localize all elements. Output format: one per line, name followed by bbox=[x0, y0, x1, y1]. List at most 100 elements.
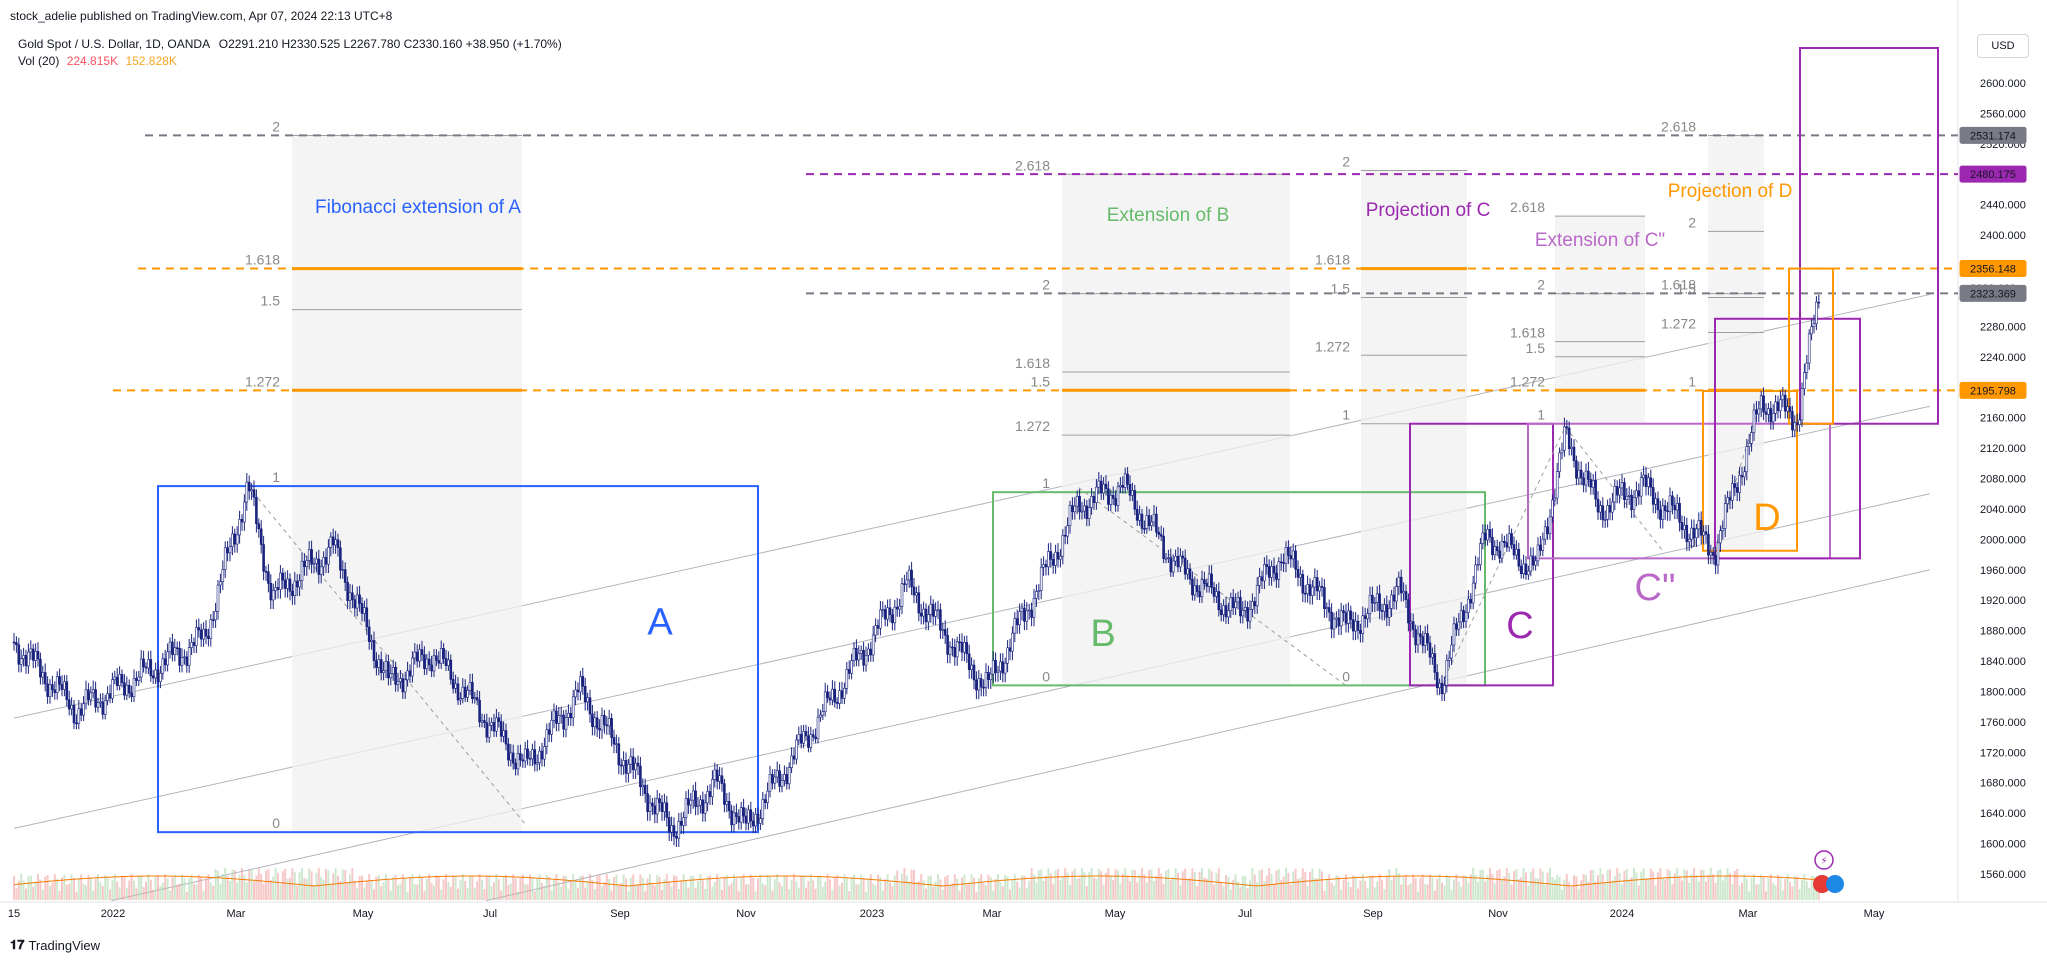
candle-body bbox=[915, 592, 918, 596]
candle-body bbox=[1176, 555, 1180, 568]
y-tick-label: 1560.000 bbox=[1980, 869, 2026, 881]
candle-body bbox=[547, 729, 551, 735]
volume-bar bbox=[61, 877, 63, 900]
candle-body bbox=[641, 784, 645, 788]
volume-bar bbox=[917, 880, 920, 900]
volume-bar bbox=[1409, 883, 1412, 900]
volume-bar bbox=[838, 885, 841, 900]
candle-body bbox=[346, 582, 349, 601]
candle-body bbox=[31, 648, 35, 661]
candle-body bbox=[161, 658, 165, 674]
candle-body bbox=[1555, 471, 1559, 499]
volume-bar bbox=[1448, 876, 1451, 900]
candle-body bbox=[1037, 590, 1041, 592]
volume-bar bbox=[200, 877, 203, 900]
volume-bar bbox=[17, 880, 20, 900]
volume-bar bbox=[1263, 881, 1266, 900]
candle-body bbox=[989, 673, 993, 681]
volume-bar bbox=[1304, 872, 1307, 900]
volume-bar bbox=[1486, 875, 1489, 900]
candle-body bbox=[1507, 533, 1511, 548]
volume-bar bbox=[605, 874, 608, 900]
volume-bar bbox=[394, 874, 397, 900]
candle-body bbox=[310, 549, 313, 565]
candle-body bbox=[879, 609, 882, 629]
candle-body bbox=[1212, 587, 1216, 597]
candle-body bbox=[1620, 482, 1624, 489]
candle-body bbox=[96, 702, 100, 708]
volume-bar bbox=[113, 874, 116, 900]
candle-body bbox=[449, 659, 453, 680]
candle-body bbox=[91, 689, 95, 694]
fib-level-label: 0 bbox=[1342, 668, 1350, 684]
volume-bar bbox=[1455, 874, 1458, 900]
volume-bar bbox=[632, 874, 635, 900]
wave-label: A bbox=[647, 601, 673, 643]
candle-body bbox=[1776, 401, 1780, 412]
lightning-icon bbox=[1814, 850, 1834, 870]
candle-body bbox=[910, 569, 913, 588]
volume-bar bbox=[1198, 872, 1201, 900]
candle-body bbox=[1553, 497, 1557, 501]
candle-body bbox=[240, 519, 244, 523]
candle-body bbox=[1678, 503, 1681, 523]
volume-bar bbox=[1143, 874, 1146, 900]
volume-bar bbox=[670, 886, 673, 900]
candle-body bbox=[418, 649, 421, 662]
candle-body bbox=[271, 590, 275, 601]
candle-body bbox=[118, 674, 121, 686]
fib-zone bbox=[1062, 174, 1290, 686]
volume-bar bbox=[934, 881, 937, 900]
candle-body bbox=[1447, 657, 1451, 661]
candle-body bbox=[36, 651, 40, 660]
volume-bar bbox=[399, 883, 402, 900]
volume-bar bbox=[1316, 878, 1319, 900]
volume-bar bbox=[1205, 878, 1208, 900]
candle-body bbox=[1786, 406, 1789, 412]
candle-body bbox=[679, 820, 683, 826]
candle-body bbox=[389, 673, 393, 679]
volume-bar bbox=[1621, 884, 1623, 900]
currency-button[interactable]: USD bbox=[1977, 34, 2029, 58]
volume-bar bbox=[1472, 868, 1475, 900]
volume-bar bbox=[125, 888, 128, 900]
volume-bar bbox=[173, 874, 176, 900]
candle-body bbox=[432, 655, 436, 672]
volume-bar bbox=[1361, 874, 1364, 900]
volume-bar bbox=[135, 888, 138, 900]
candle-body bbox=[667, 817, 671, 833]
volume-bar bbox=[277, 872, 279, 900]
candle-body bbox=[1157, 531, 1161, 535]
volume-bar bbox=[855, 884, 858, 900]
wave-box bbox=[1527, 422, 1831, 560]
candle-body bbox=[367, 626, 371, 642]
symbol-name[interactable]: Gold Spot / U.S. Dollar, 1D, OANDA bbox=[18, 37, 210, 51]
volume-label[interactable]: Vol (20) bbox=[18, 54, 60, 68]
fib-level-label: 1.272 bbox=[245, 373, 280, 389]
volume-bar bbox=[1777, 874, 1779, 900]
candle-body bbox=[778, 770, 781, 787]
volume-bar bbox=[118, 887, 121, 900]
candle-body bbox=[19, 658, 23, 665]
candle-body bbox=[576, 689, 580, 693]
volume-bar bbox=[413, 883, 416, 900]
volume-bar bbox=[1460, 886, 1463, 900]
candle-body bbox=[305, 560, 309, 568]
fib-level-label: 0 bbox=[272, 815, 280, 831]
volume-bar bbox=[1604, 883, 1607, 900]
candle-body bbox=[1419, 633, 1422, 637]
fib-level-label: 1.272 bbox=[1315, 338, 1350, 354]
candle-body bbox=[471, 682, 474, 700]
candle-body bbox=[1205, 583, 1209, 587]
candle-body bbox=[1174, 555, 1177, 562]
candle-body bbox=[58, 676, 61, 685]
volume-bar bbox=[1045, 875, 1047, 900]
volume-bar bbox=[872, 883, 875, 900]
volume-bar bbox=[1613, 876, 1616, 900]
candle-body bbox=[1399, 576, 1403, 594]
candle-body bbox=[1731, 483, 1734, 501]
candle-body bbox=[951, 646, 954, 649]
volume-bar bbox=[305, 878, 308, 900]
candle-body bbox=[569, 712, 573, 719]
